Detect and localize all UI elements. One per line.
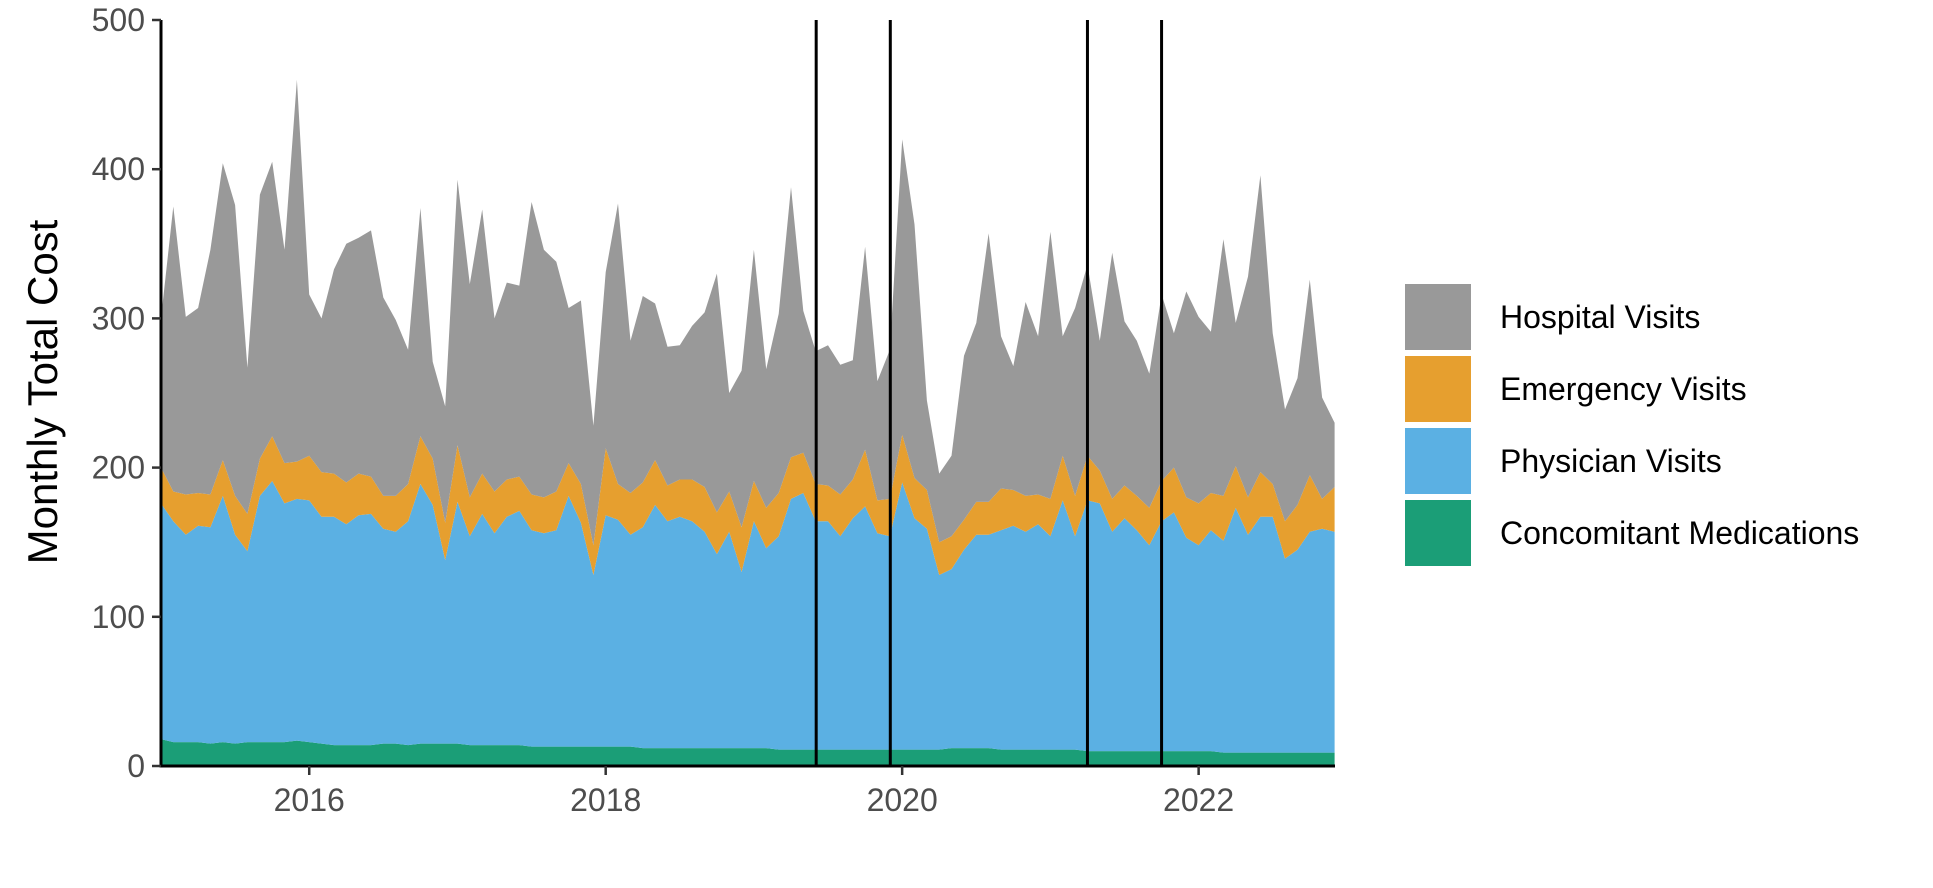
area-hospital-visits — [161, 79, 1335, 546]
x-tick-label: 2022 — [1163, 782, 1234, 818]
area-series-group — [161, 79, 1335, 766]
y-tick-label: 500 — [92, 2, 145, 38]
axes-group: 0 100 200 300 400 500 2016 2018 2020 2022 — [92, 2, 1335, 818]
y-tick-label: 200 — [92, 450, 145, 486]
vertical-reference-lines — [814, 20, 1164, 766]
y-tick-label: 100 — [92, 599, 145, 635]
area-emergency-visits — [161, 434, 1335, 575]
area-concomitant-medications — [161, 739, 1335, 766]
y-tick-label: 300 — [92, 300, 145, 336]
x-tick-label: 2016 — [274, 782, 345, 818]
x-tick-label: 2020 — [867, 782, 938, 818]
legend-swatch — [1405, 500, 1471, 566]
x-tick-label: 2018 — [570, 782, 641, 818]
legend-item-physician-visits: Physician Visits — [1405, 428, 1722, 494]
legend-item-concomitant-medications: Concomitant Medications — [1405, 500, 1859, 566]
legend-label: Hospital Visits — [1500, 299, 1700, 335]
y-tick-label: 0 — [127, 748, 145, 784]
legend-label: Concomitant Medications — [1500, 515, 1859, 551]
legend-swatch — [1405, 284, 1471, 350]
legend-label: Emergency Visits — [1500, 371, 1747, 407]
legend-item-emergency-visits: Emergency Visits — [1405, 356, 1747, 422]
legend-swatch — [1405, 356, 1471, 422]
legend: Hospital Visits Emergency Visits Physician… — [1405, 284, 1859, 566]
legend-label: Physician Visits — [1500, 443, 1722, 479]
y-tick-label: 400 — [92, 151, 145, 187]
legend-item-hospital-visits: Hospital Visits — [1405, 284, 1700, 350]
y-axis-title: Monthly Total Cost — [19, 219, 66, 564]
area-physician-visits — [161, 481, 1335, 753]
legend-swatch — [1405, 428, 1471, 494]
